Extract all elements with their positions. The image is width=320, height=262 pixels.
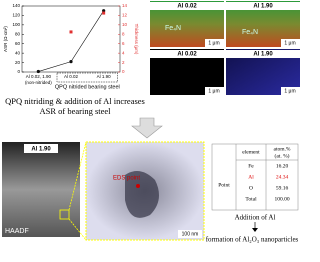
scale-bg [205,87,224,95]
scale-bg [281,39,300,47]
map-label-bg [150,50,224,58]
map-label: Al 0.02 [177,4,197,10]
x-tick-label: Al 1.90 [97,74,112,79]
scale-label: 1 μm [208,40,219,46]
scale-bg [281,87,300,95]
headline: QPQ nitriding & addition of Al increases [5,96,145,106]
table-cell: 100.00 [274,196,289,202]
y2-axis-label: Thickness (μm) [134,24,139,55]
table-frame [211,143,299,211]
tem-mode: HAADF [5,228,29,235]
table-header: (at. %) [275,152,290,159]
tem: Al 1.90 HAADF EDS point 100 nm [2,141,205,241]
point [69,60,73,64]
y-axis-label: ASR (Ω·cm²) [3,26,8,52]
y-tick-label: 40 [15,50,21,55]
table-cell: Fe [248,163,254,169]
graphical-abstract: Al 0.02 Al 1.90 Al 0.02 Al 1.90 Fe₄N Fe₄… [2,1,300,244]
y2-tick-label: 8 [122,31,125,36]
chart: 0 20 40 60 80 100 120 140 0 2 4 6 8 10 12 14 ASR (Ω·cm²)… [3,3,139,90]
y-tick-label: 0 [17,69,20,74]
table-cell: Al [248,174,254,180]
category-note: (non-nitrided) [25,80,52,85]
table-header: atom.% [274,146,291,152]
arrow [131,117,163,139]
x-tick-label: Al 0.02 [64,74,79,79]
point [36,69,40,74]
map-label-bg [226,2,300,10]
map-label-bg [226,50,300,58]
scale-label: 1 μm [284,40,295,46]
conclusion: Addition of Al [235,214,276,222]
tem-label: Al 1.90 [31,147,51,153]
map-label: Al 1.90 [253,52,273,58]
y2-tick-label: 12 [122,13,128,18]
arrow-head [252,228,258,232]
zoom-lines [68,141,87,241]
y-tick-label: 20 [15,60,21,65]
headline: ASR of bearing steel [39,106,111,116]
group-box [56,72,118,83]
table-cell: Total [245,196,257,202]
y2-tick-label: 2 [122,60,125,65]
point [69,30,73,34]
tem-label-bg [24,144,58,153]
particle [125,171,159,218]
y2-tick-label: 14 [122,3,128,8]
map-label: Al 1.90 [253,4,273,10]
tem-image [2,142,80,237]
phase-label: Fe₄N [242,29,258,36]
scale-bg [205,39,224,47]
map-label-bg [150,2,224,10]
zoom-box [59,209,70,220]
scale-label: 1 μm [208,88,219,94]
table-cell: 16.20 [276,163,289,169]
eds-point [136,184,140,188]
group-label: QPQ nitrided bearing steel [55,84,120,90]
table-header: element [242,149,260,155]
x-tick-label: Al 0.02, 1.90 [26,74,52,79]
y-tick-label: 140 [12,3,20,8]
y-tick-label: 60 [15,41,21,46]
table-cell: 59.16 [276,185,289,191]
plot-frame [21,5,121,73]
y-tick-label: 100 [12,22,20,27]
y2-tick-label: 10 [122,22,128,27]
y2-tick-label: 0 [122,69,125,74]
point [102,11,106,15]
y2-tick-label: 6 [122,41,125,46]
scale-bg [178,230,202,238]
table-cell: O [249,185,253,191]
scale-label: 100 nm [182,231,199,237]
y-tick-label: 120 [12,13,20,18]
scale-label: 1 μm [284,88,295,94]
map-label: Al 0.02 [177,52,197,58]
y-tick-label: 80 [15,31,21,36]
point [102,9,106,13]
table-row-label: Point [218,182,230,188]
y2-tick-label: 4 [122,50,125,55]
eds-label: EDS point [113,176,140,182]
table-cell: 24.34 [276,174,289,180]
eds-maps: Al 0.02 Al 1.90 Al 0.02 Al 1.90 Fe₄N Fe₄… [150,1,300,95]
phase-label: Fe₄N [165,25,181,32]
conclusion: formation of Al₂O₃ nanoparticles [206,236,299,244]
eds-table: element atom.% (at. %) Point Fe 16.20 Al 24… [211,143,299,211]
